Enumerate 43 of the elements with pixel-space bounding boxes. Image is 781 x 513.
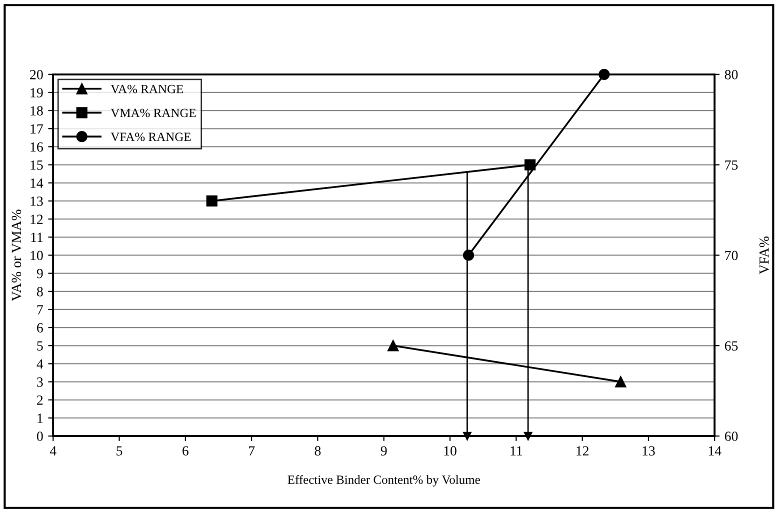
y-axis-title: VA% or VMA% [12,210,22,302]
y-tick-label: 17 [30,124,43,134]
y2-tick-label: 65 [724,341,738,351]
y-tick-label: 15 [30,160,43,170]
x-axis-title: Effective Binder Content% by Volume [288,475,480,487]
y-tick-label: 9 [36,268,43,278]
x-tick-label: 5 [116,446,122,456]
y-tick-label: 8 [36,286,43,296]
x-tick-label: 11 [510,446,522,456]
legend-label: VFA% RANGE [110,132,191,142]
y2-axis-title: VFA% [759,236,769,274]
y-tick-label: 5 [37,341,43,351]
x-tick-label: 13 [642,446,655,456]
x-tick-label: 10 [444,446,456,456]
x-tick-label: 12 [576,446,588,456]
x-tick-label: 6 [182,446,188,456]
y-tick-label: 6 [37,323,43,333]
legend-label: VMA% RANGE [110,108,196,118]
y2-tick-label: 60 [724,432,738,442]
y2-tick-label: 70 [725,250,738,260]
x-tick-label: 14 [708,446,722,456]
y2-tick-label: 75 [725,160,738,170]
y-tick-label: 18 [30,106,43,116]
y-tick-label: 7 [37,305,43,314]
y-tick-label: 16 [30,142,43,152]
y-tick-label: 14 [30,178,44,188]
y-tick-label: 3 [37,377,43,387]
y-tick-label: 13 [30,196,43,206]
x-tick-label: 8 [314,446,321,456]
y-tick-label: 20 [30,70,43,80]
y-tick-label: 12 [30,214,43,224]
y-tick-label: 4 [36,359,44,369]
y-tick-label: 1 [38,414,43,423]
y-tick-label: 19 [30,88,43,98]
x-tick-label: 9 [380,446,387,456]
y-tick-label: 0 [36,432,43,442]
x-tick-label: 7 [249,446,255,456]
y2-tick-label: 80 [724,70,738,80]
y-tick-label: 10 [30,250,43,260]
y-tick-label: 11 [31,232,43,242]
x-tick-label: 4 [50,446,56,456]
y-tick-label: 2 [37,396,43,405]
legend-label: VA% RANGE [110,84,184,94]
